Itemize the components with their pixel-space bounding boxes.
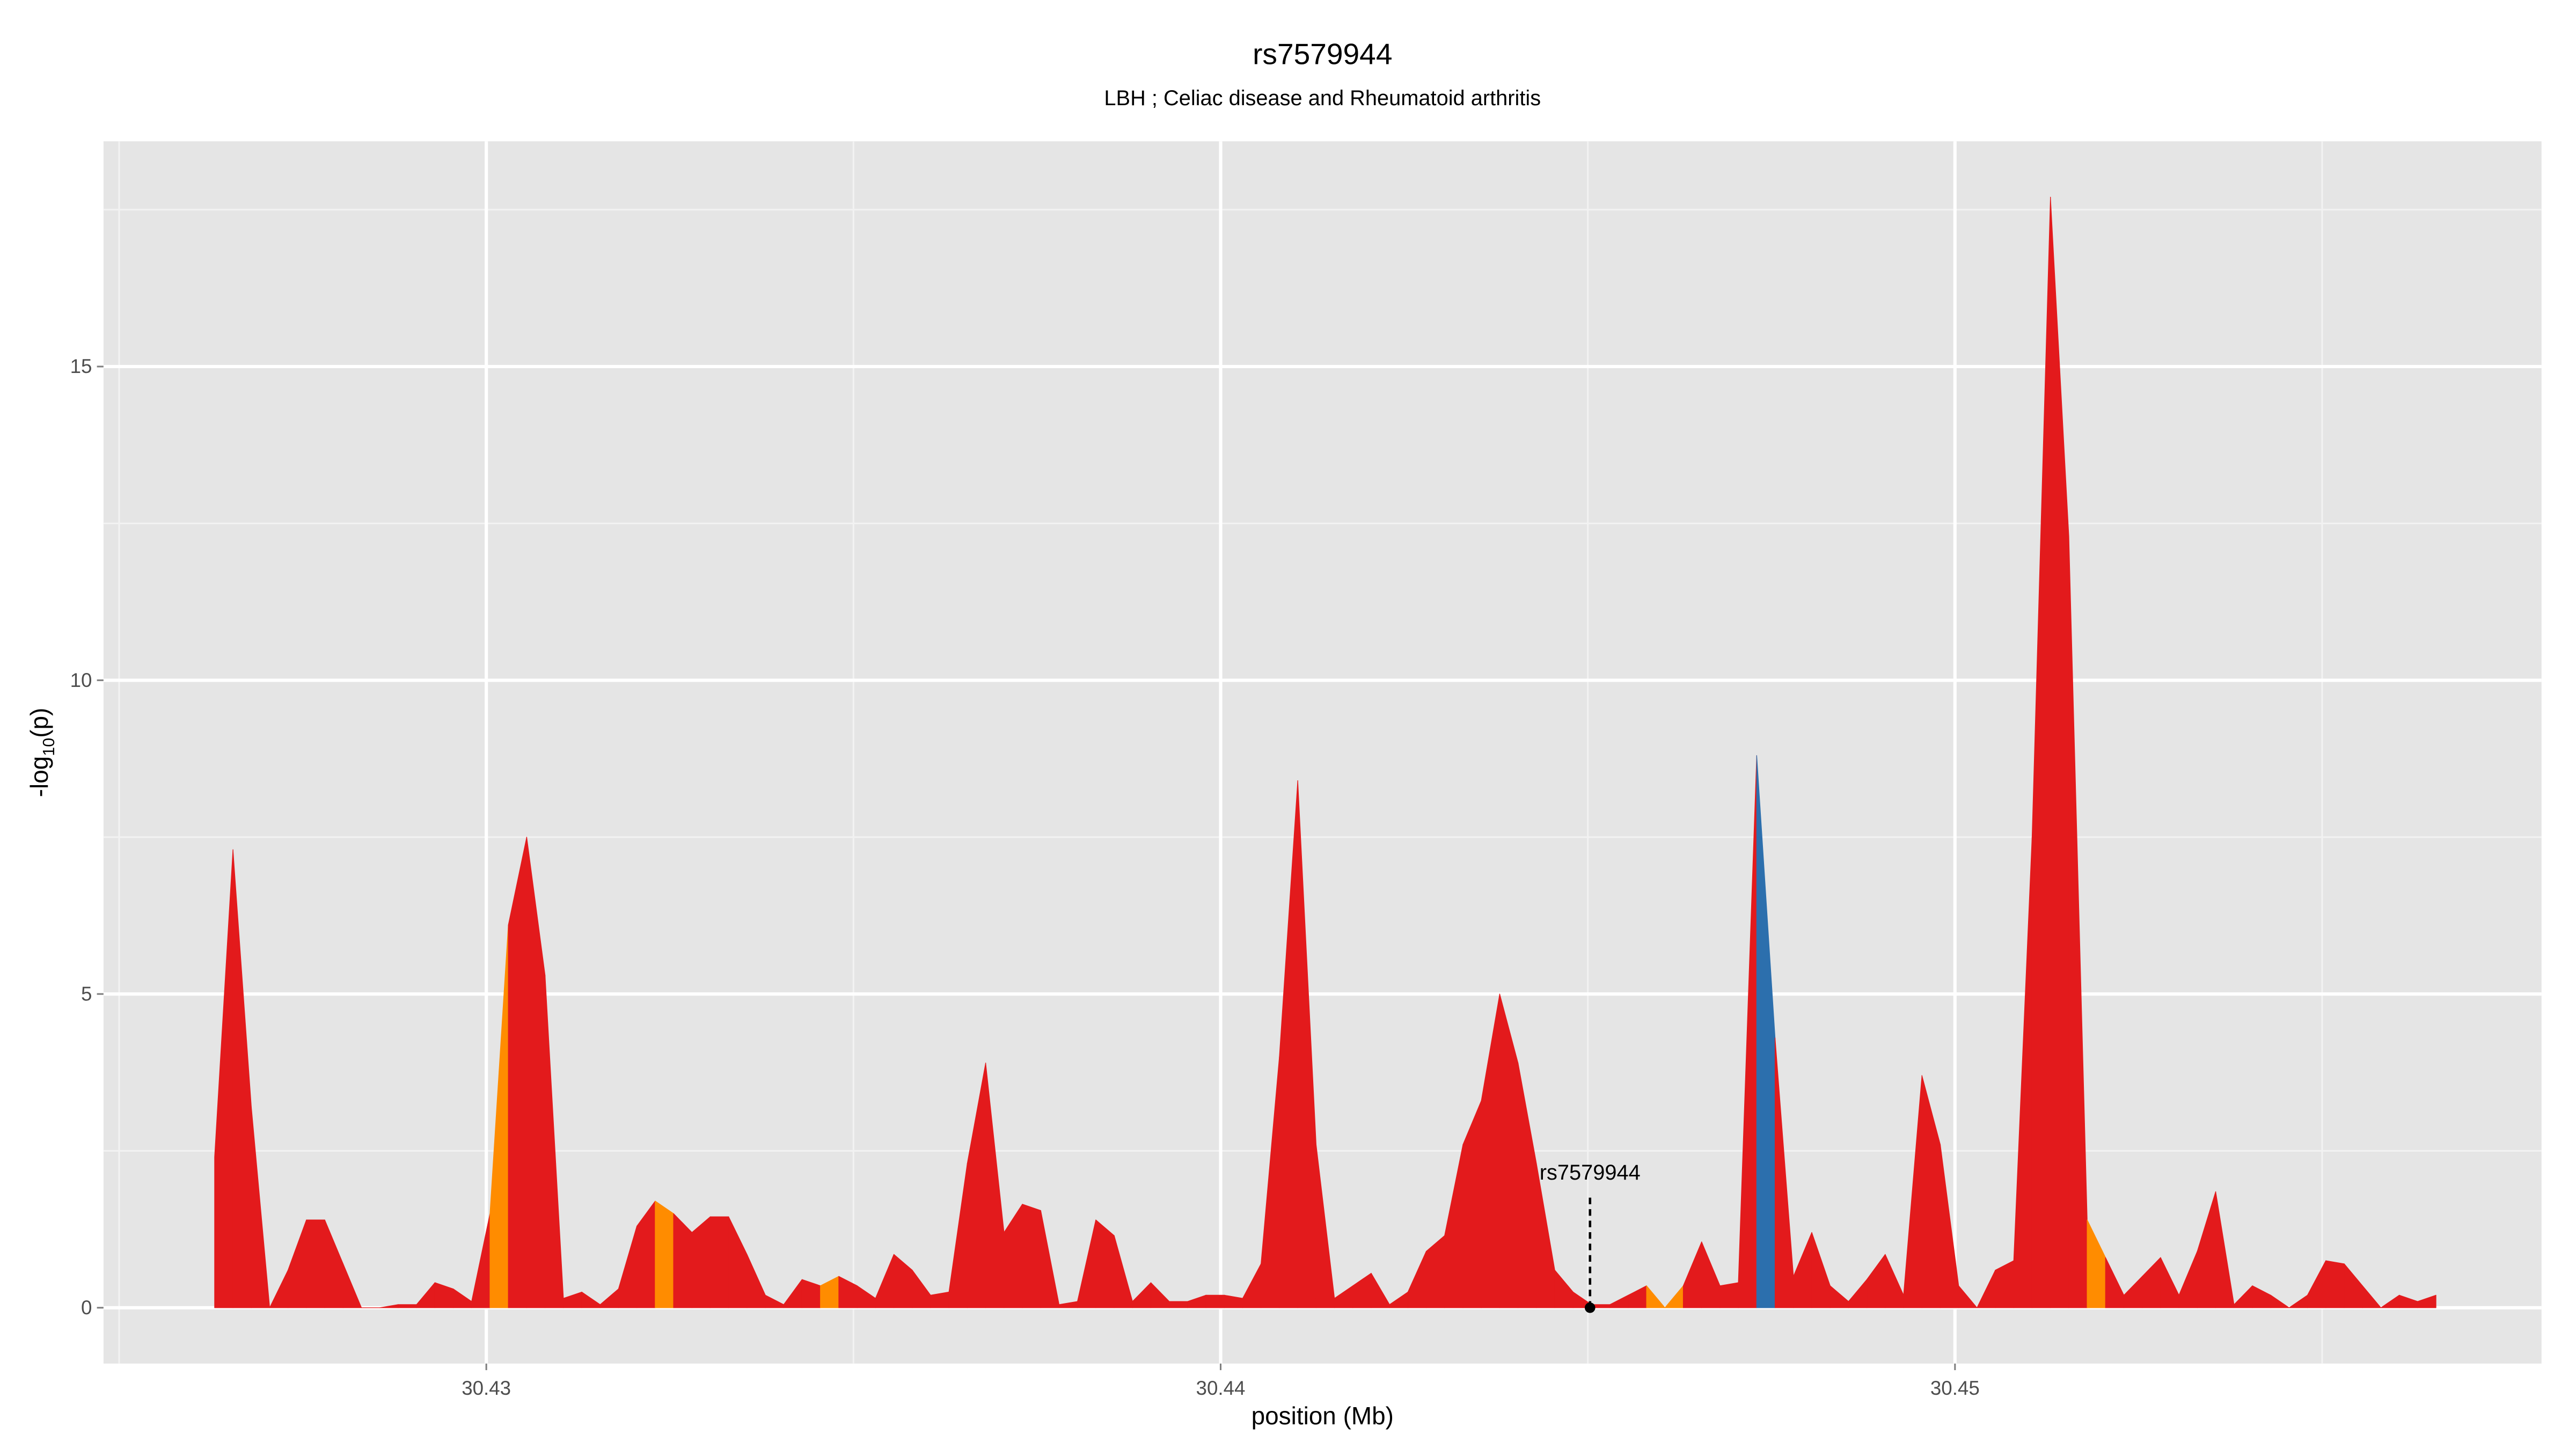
area-segment (930, 1291, 949, 1308)
area-segment (655, 1201, 674, 1308)
area-segment (1169, 1301, 1188, 1308)
area-segment (1646, 1285, 1665, 1308)
area-segment (1022, 1204, 1041, 1308)
y-label-sub: 10 (40, 738, 58, 756)
y-tick-label: 15 (70, 355, 92, 377)
area-segment (691, 1216, 711, 1308)
area-segment (1205, 1294, 1225, 1308)
y-tick-label: 0 (81, 1297, 92, 1319)
y-axis-label: -log10(p) (25, 708, 58, 797)
y-label-main: -log (25, 756, 53, 797)
area-segment (1719, 1282, 1739, 1308)
area-segment (342, 1263, 362, 1308)
area-segment (2325, 1260, 2345, 1308)
area-segment (1095, 1219, 1115, 1308)
y-label-suffix: (p) (25, 708, 53, 738)
plot-panel (103, 141, 2542, 1364)
chart-title: rs7579944 (1253, 37, 1392, 70)
area-segment (709, 1216, 729, 1308)
annotation-label: rs7579944 (1540, 1161, 1641, 1184)
area-segment (2270, 1294, 2290, 1308)
area-segment (2417, 1294, 2436, 1308)
area-segment (306, 1219, 325, 1308)
area-segment (1958, 1285, 1978, 1308)
y-tick-label: 5 (81, 983, 92, 1005)
annotation-point (1584, 1302, 1596, 1313)
area-segment (2362, 1285, 2382, 1308)
area-segment (398, 1304, 417, 1308)
y-tick-label: 10 (70, 669, 92, 691)
x-axis-label: position (Mb) (1252, 1402, 1394, 1430)
area-segment (251, 1107, 270, 1308)
x-tick-label: 30.45 (1930, 1377, 1980, 1399)
x-tick-label: 30.44 (1196, 1377, 1246, 1399)
x-tick-label: 30.43 (462, 1377, 511, 1399)
chart-subtitle: LBH ; Celiac disease and Rheumatoid arth… (1104, 86, 1541, 110)
